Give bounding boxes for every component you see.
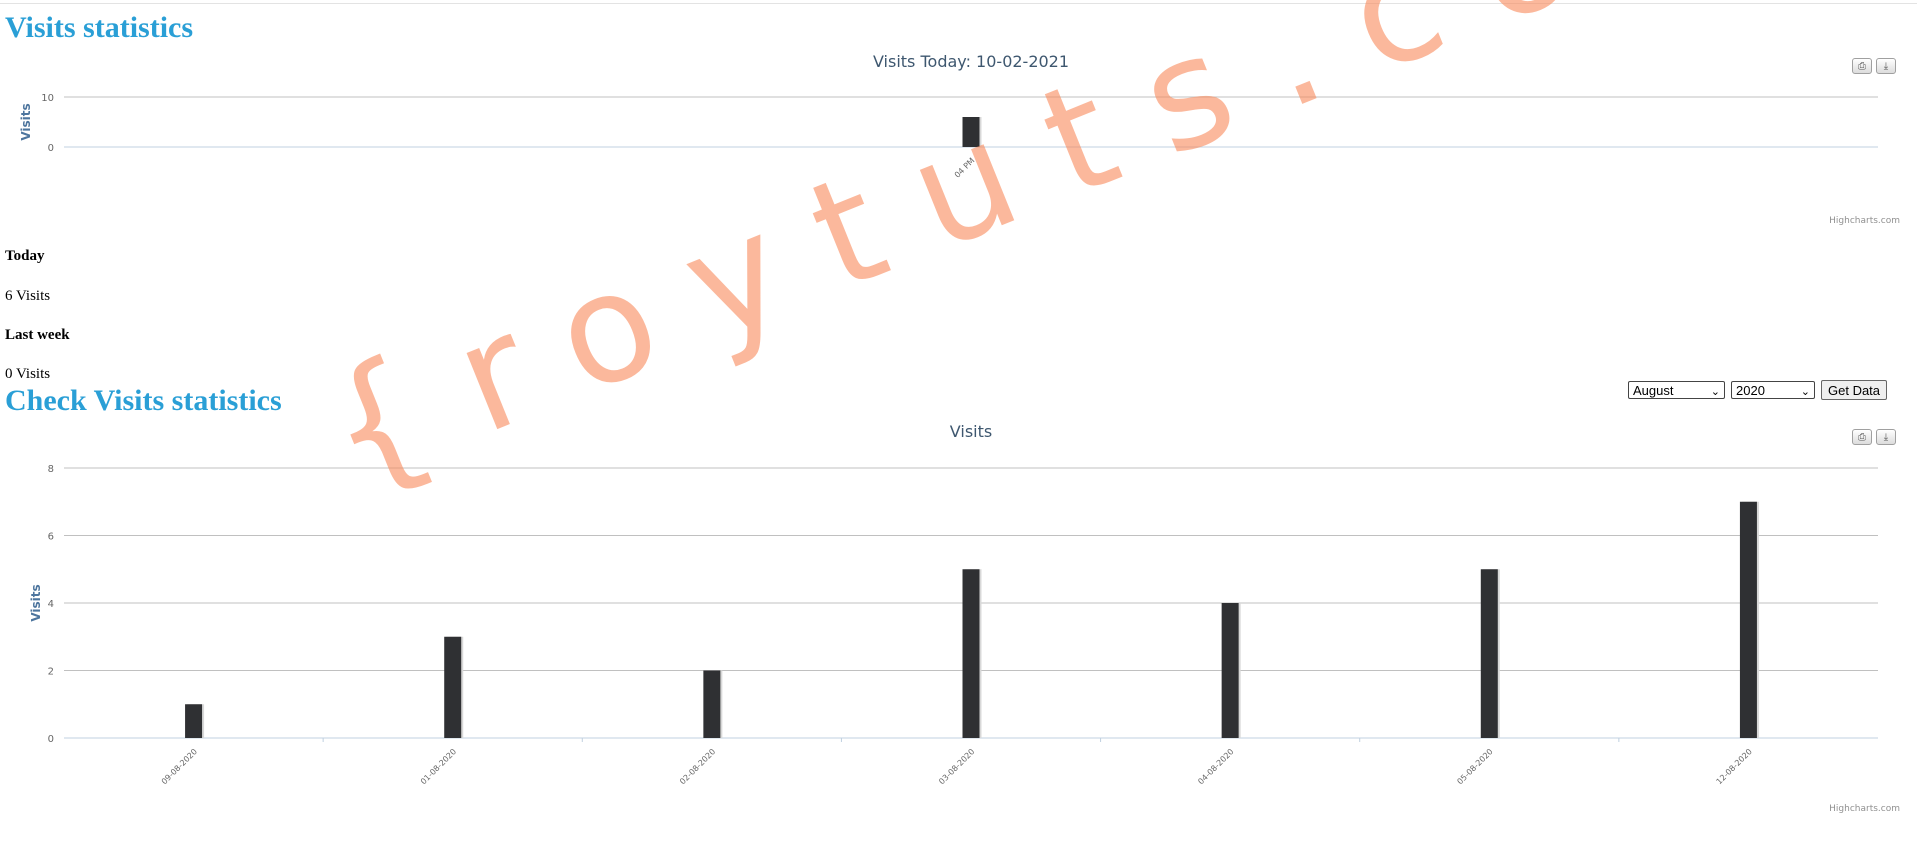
x-tick-label: 03-08-2020	[937, 747, 976, 786]
x-tick-label: 04 PM	[953, 156, 977, 180]
top-border	[0, 3, 1917, 4]
bar	[1739, 501, 1757, 738]
x-tick-label: 12-08-2020	[1715, 747, 1754, 786]
y-tick-label: 0	[48, 734, 54, 745]
x-tick-label: 05-08-2020	[1455, 747, 1494, 786]
x-tick-label: 01-08-2020	[419, 747, 458, 786]
bar	[962, 117, 980, 147]
today-visits-chart: Visits Today: 10-02-2021 Visits 0 10 04 PM Hi…	[19, 52, 1900, 226]
y-axis-title: Visits	[29, 584, 43, 621]
filter-controls: August ⌄ 2020 ⌄ Get Data	[1628, 380, 1888, 400]
chevron-down-icon: ⌄	[1800, 386, 1810, 398]
y-tick-label: 4	[48, 599, 54, 610]
month-select-value: August	[1633, 383, 1674, 398]
bar	[703, 670, 721, 738]
year-select[interactable]: 2020 ⌄	[1731, 381, 1815, 399]
print-icon[interactable]: ⎙	[1852, 429, 1872, 445]
bar	[185, 704, 203, 738]
download-icon[interactable]: ⤓	[1876, 429, 1896, 445]
last-week-label: Last week	[5, 327, 70, 343]
today-label: Today	[5, 248, 45, 264]
y-tick-label: 10	[41, 93, 54, 104]
y-tick-label: 0	[48, 143, 54, 154]
y-tick-label: 8	[48, 464, 54, 475]
y-axis-title: Visits	[19, 103, 33, 140]
y-tick-label: 6	[48, 532, 54, 543]
highcharts-credits: Highcharts.com	[1829, 804, 1900, 814]
y-tick-label: 2	[48, 667, 54, 678]
visits-statistics-heading: Visits statistics	[5, 11, 194, 44]
download-icon[interactable]: ⤓	[1876, 58, 1896, 74]
chart-title: Visits	[950, 422, 992, 441]
today-value: 6 Visits	[5, 288, 51, 304]
x-tick-label: 09-08-2020	[160, 747, 199, 786]
bar	[1221, 603, 1239, 738]
monthly-visits-chart: Visits Visits 0 2 4 6 8 09-08-2020 01-08-2020 02-…	[29, 422, 1900, 814]
check-visits-statistics-heading: Check Visits statistics	[5, 384, 282, 417]
chart-title: Visits Today: 10-02-2021	[873, 52, 1069, 71]
bar	[962, 569, 980, 738]
bar	[444, 636, 462, 738]
get-data-button[interactable]: Get Data	[1821, 380, 1888, 400]
last-week-value: 0 Visits	[5, 366, 51, 382]
x-tick-label: 02-08-2020	[678, 747, 717, 786]
bar	[1480, 569, 1498, 738]
highcharts-credits: Highcharts.com	[1829, 216, 1900, 226]
year-select-value: 2020	[1736, 383, 1765, 398]
x-tick-label: 04-08-2020	[1196, 747, 1235, 786]
month-select[interactable]: August ⌄	[1628, 381, 1725, 399]
print-icon[interactable]: ⎙	[1852, 58, 1872, 74]
chevron-down-icon: ⌄	[1710, 386, 1720, 398]
